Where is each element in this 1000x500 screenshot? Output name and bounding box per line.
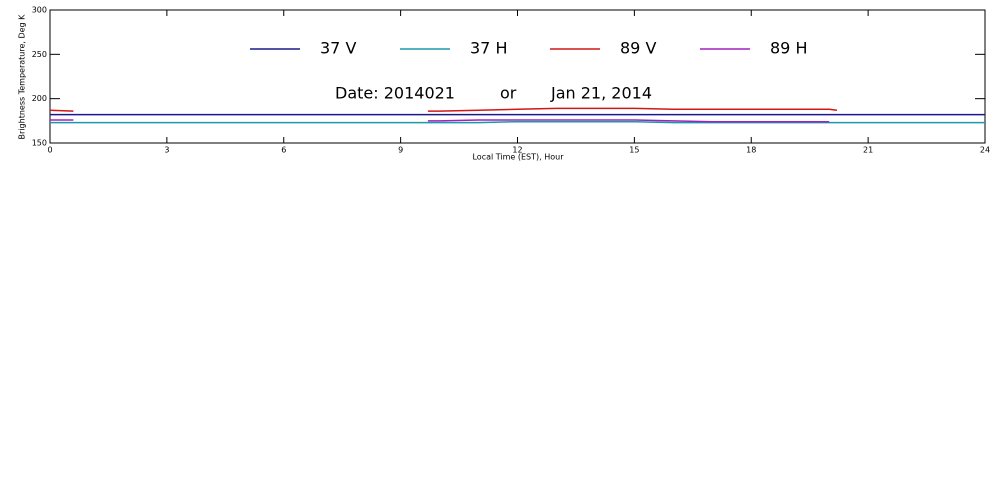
y-tick-label: 200 <box>32 94 47 103</box>
x-tick-label: 18 <box>746 146 756 155</box>
y-tick-label: 300 <box>32 6 47 15</box>
x-tick-label: 9 <box>398 146 403 155</box>
legend-label: 37 V <box>320 39 356 58</box>
y-tick-label: 150 <box>32 139 47 148</box>
annotation: Jan 21, 2014 <box>550 84 652 103</box>
x-tick-label: 3 <box>164 146 169 155</box>
x-tick-label: 21 <box>863 146 873 155</box>
y-axis-label: Brightness Temperature, Deg K <box>18 14 27 140</box>
x-tick-label: 6 <box>281 146 286 155</box>
legend-label: 89 H <box>770 39 807 58</box>
annotation: or <box>500 84 517 103</box>
series-line <box>49 107 838 112</box>
x-tick-label: 0 <box>47 146 52 155</box>
legend-label: 37 H <box>470 39 507 58</box>
x-tick-label: 15 <box>629 146 639 155</box>
annotation: Date: 2014021 <box>335 84 455 103</box>
series-line <box>50 119 830 123</box>
x-axis-label: Local Time (EST), Hour <box>472 153 564 162</box>
y-tick-label: 250 <box>32 50 47 59</box>
x-tick-label: 24 <box>980 146 990 155</box>
legend-label: 89 V <box>620 39 656 58</box>
series-line <box>50 120 985 124</box>
x-tick-label: 12 <box>512 146 522 155</box>
